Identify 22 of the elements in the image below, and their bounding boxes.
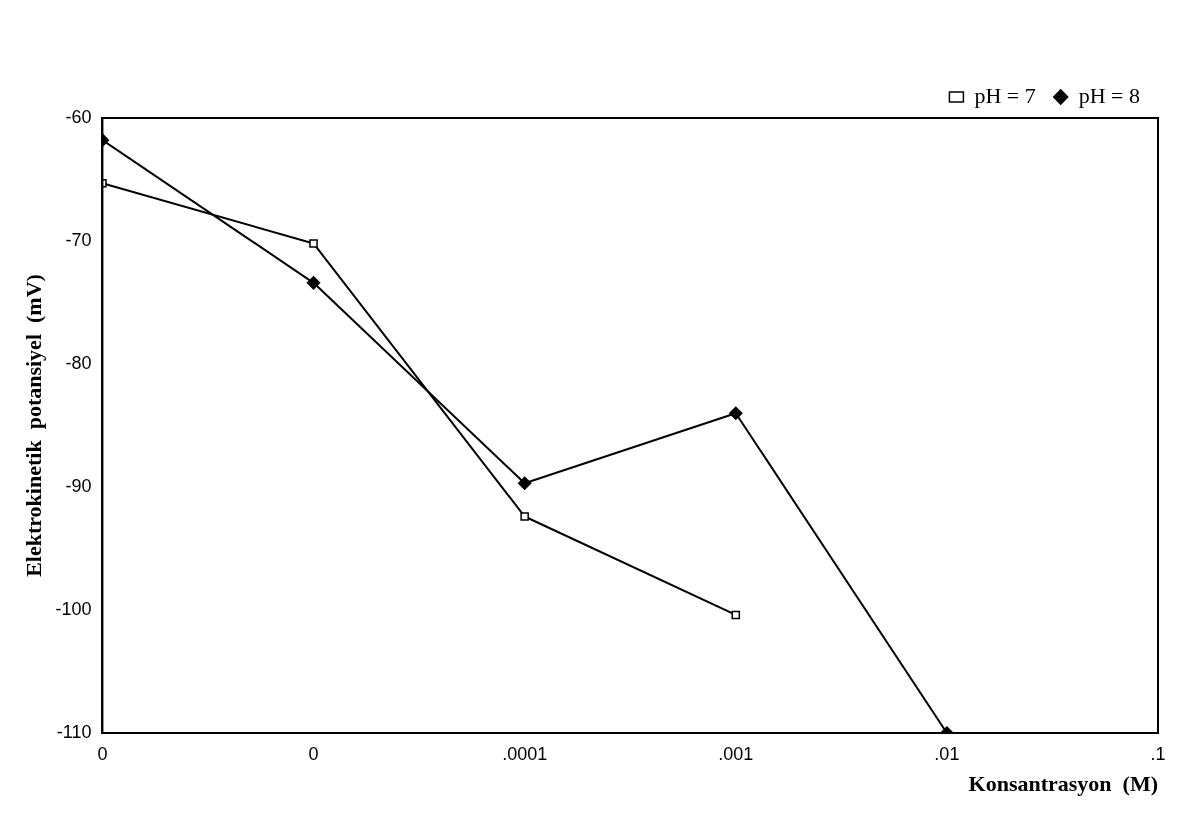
x-tick-label: 0 — [97, 743, 108, 764]
point — [309, 239, 318, 248]
legend-label: pH = 7 — [974, 82, 1036, 108]
x-tick-label: 0 — [308, 743, 319, 764]
y-axis-title: Elektrokinetik potansiyel (mV) — [20, 274, 46, 577]
legend-label: pH = 8 — [1078, 82, 1140, 108]
point — [729, 406, 743, 420]
x-tick-label: .0001 — [502, 743, 548, 764]
x-tick-label: .1 — [1150, 743, 1166, 764]
y-tick-label: -90 — [65, 475, 92, 496]
point — [306, 276, 321, 290]
x-tick-label: .01 — [934, 743, 960, 764]
x-axis-title: Konsantrasyon (M) — [968, 771, 1158, 797]
y-tick-label: -100 — [55, 598, 92, 619]
point — [731, 610, 741, 620]
y-tick-label: -60 — [65, 106, 92, 127]
point — [520, 512, 529, 521]
x-tick-label: .001 — [718, 743, 754, 764]
point — [517, 476, 532, 491]
y-tick-label: -80 — [65, 352, 92, 373]
y-tick-label: -70 — [65, 229, 92, 250]
y-tick-label: -110 — [56, 721, 92, 742]
